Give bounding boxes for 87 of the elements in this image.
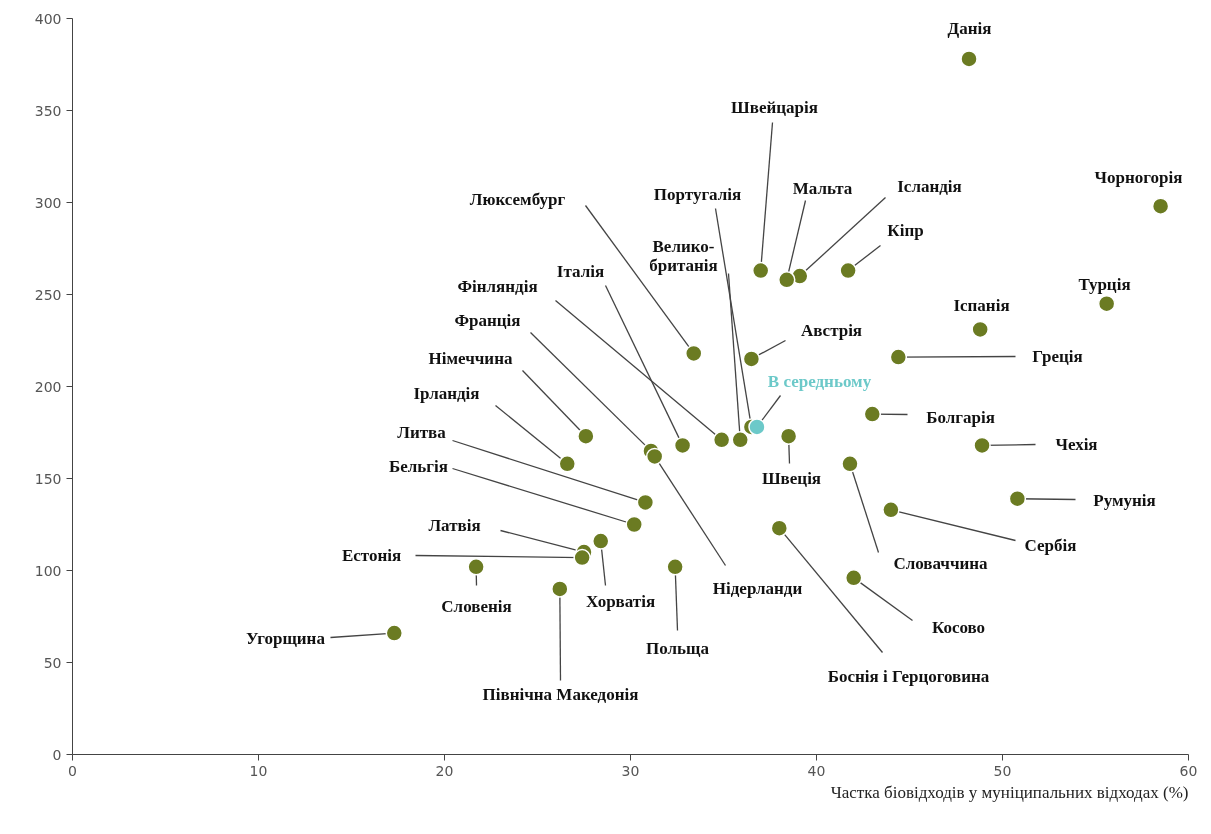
text: Франція (454, 311, 521, 330)
point (748, 418, 766, 436)
text: Латвія (428, 516, 481, 535)
text: Словаччина (893, 554, 989, 573)
text: Польща (646, 639, 710, 658)
text: Хорватія (585, 592, 656, 611)
text: Фінляндія (457, 277, 538, 296)
point (742, 350, 761, 368)
text: Угорщина (246, 629, 326, 648)
x-tick-label: 30 (621, 762, 640, 779)
text: Велико- британія (649, 236, 718, 275)
y-tick-label: 0 (52, 746, 62, 763)
text: Північна Македонія (482, 685, 639, 704)
point (636, 493, 655, 512)
point (712, 431, 731, 449)
point (625, 515, 643, 534)
point (577, 427, 595, 445)
point (666, 558, 684, 576)
series-label: Іспанія (953, 296, 1010, 315)
point (731, 431, 749, 449)
text: Швеція (761, 469, 822, 488)
point (1008, 490, 1027, 508)
y-tick-label: 100 (34, 562, 62, 579)
point (645, 447, 664, 466)
text: Сербія (1024, 536, 1077, 555)
text: Болгарія (926, 408, 995, 427)
point (1097, 294, 1116, 313)
text: Боснія і Герцоговина (827, 667, 990, 686)
text: Німеччина (428, 349, 513, 368)
series-label: В середньому (767, 372, 872, 391)
y-tick-label: 150 (34, 470, 62, 487)
point (841, 455, 859, 473)
series-label: Турція (1078, 275, 1131, 294)
point (844, 569, 863, 587)
series-label: Чорногорія (1094, 168, 1183, 187)
text: Нідерланди (712, 579, 803, 598)
text: Австрія (800, 321, 863, 340)
y-tick-label: 250 (34, 286, 62, 303)
text: Греція (1032, 347, 1083, 366)
x-tick-label: 50 (993, 762, 1012, 779)
text: Кіпр (887, 221, 924, 240)
series-label: Данія (947, 19, 992, 38)
y-tick-label: 350 (34, 102, 62, 119)
text: Румунія (1093, 491, 1156, 510)
point (863, 405, 882, 423)
x-tick-label: 10 (249, 762, 268, 779)
x-axis-title: Частка біовідходів у муніципальних відходах (%) (830, 782, 1189, 802)
point (385, 624, 404, 642)
text: Італія (556, 262, 605, 281)
point (751, 261, 770, 280)
text: Ісландія (897, 177, 962, 196)
y-tick-label: 300 (34, 194, 62, 211)
text: Косово (931, 618, 986, 637)
point (971, 320, 989, 339)
point (777, 271, 796, 289)
text: Литва (397, 423, 447, 442)
point (889, 348, 908, 366)
y-tick-label: 50 (43, 654, 62, 671)
text: Чехія (1055, 435, 1098, 454)
y-tick-label: 200 (34, 378, 62, 395)
text: Португалія (653, 185, 742, 204)
point (467, 558, 485, 576)
x-tick-label: 20 (435, 762, 454, 779)
text: Ірландія (413, 384, 480, 403)
x-tick-label: 60 (1179, 762, 1198, 779)
text: Мальта (792, 179, 853, 198)
x-tick-label: 0 (68, 762, 77, 779)
x-tick-label: 40 (807, 762, 826, 779)
series-label: Словенія (441, 597, 512, 616)
point (551, 580, 569, 598)
point (973, 436, 991, 455)
point (673, 436, 692, 455)
point (1151, 197, 1170, 215)
point (591, 532, 610, 550)
point (779, 427, 798, 445)
point (573, 548, 591, 567)
text: Люксембург (469, 190, 566, 209)
point (960, 50, 978, 68)
point (882, 501, 900, 519)
point (770, 519, 789, 537)
text: Естонія (341, 546, 402, 565)
point (558, 455, 577, 473)
text: Бельгія (389, 457, 448, 476)
point (684, 344, 703, 363)
point (839, 261, 857, 280)
y-tick-label: 400 (34, 10, 62, 27)
text: Швейцарія (731, 98, 818, 117)
